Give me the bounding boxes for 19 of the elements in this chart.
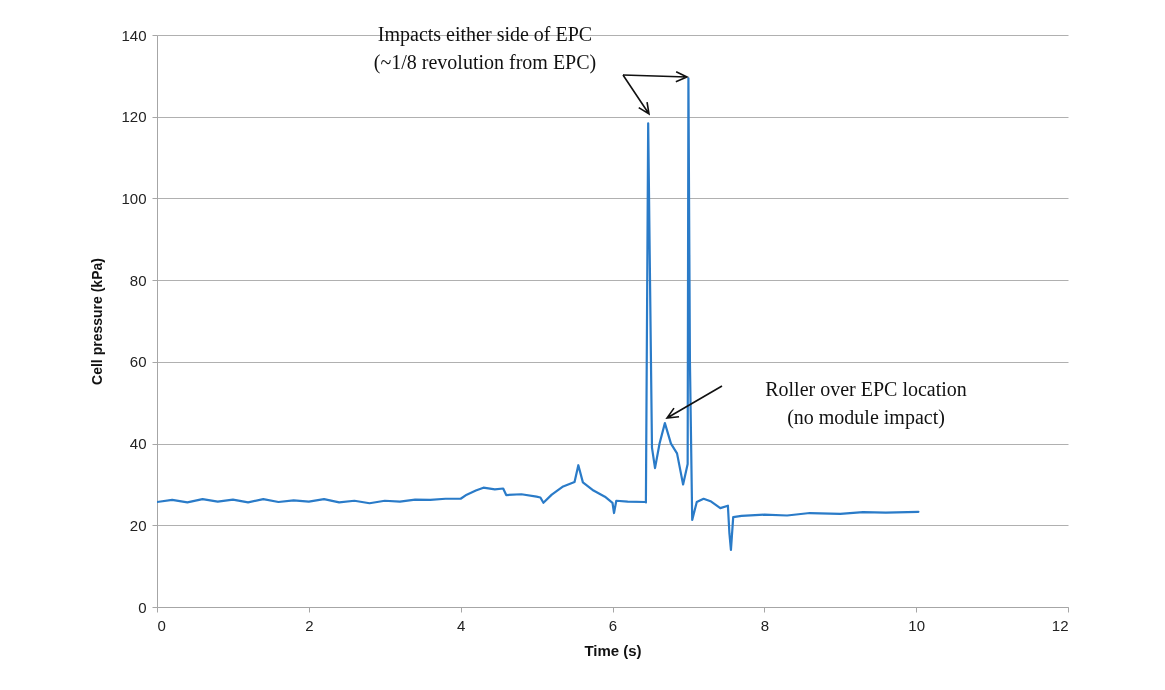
x-tick-label: 12 xyxy=(1051,616,1069,634)
annotation: Impacts either side of EPC (~1/8 revolution from EPC) xyxy=(373,23,597,74)
annotation: Roller over EPC location (no module impact) xyxy=(765,378,967,429)
y-tick-label: 40 xyxy=(129,435,147,453)
x-tick-label: 2 xyxy=(305,616,314,634)
x-tick-label: 8 xyxy=(760,616,770,634)
y-tick-label: 20 xyxy=(129,516,147,534)
y-tick-label: 120 xyxy=(121,108,147,126)
y-tick-label: 60 xyxy=(129,353,147,371)
x-tick-label: 6 xyxy=(608,616,618,634)
y-tick-label: 80 xyxy=(129,271,147,289)
x-tick-label: 0 xyxy=(157,616,166,634)
x-tick-label: 10 xyxy=(908,616,926,634)
x-tick-label: 4 xyxy=(456,616,466,634)
y-tick-label: 100 xyxy=(121,189,147,207)
y-tick-label: 140 xyxy=(121,26,147,44)
y-axis-title: Cell pressure (kPa) xyxy=(89,258,106,385)
x-axis-title: Time (s) xyxy=(584,641,642,659)
y-tick-label: 0 xyxy=(138,598,147,616)
